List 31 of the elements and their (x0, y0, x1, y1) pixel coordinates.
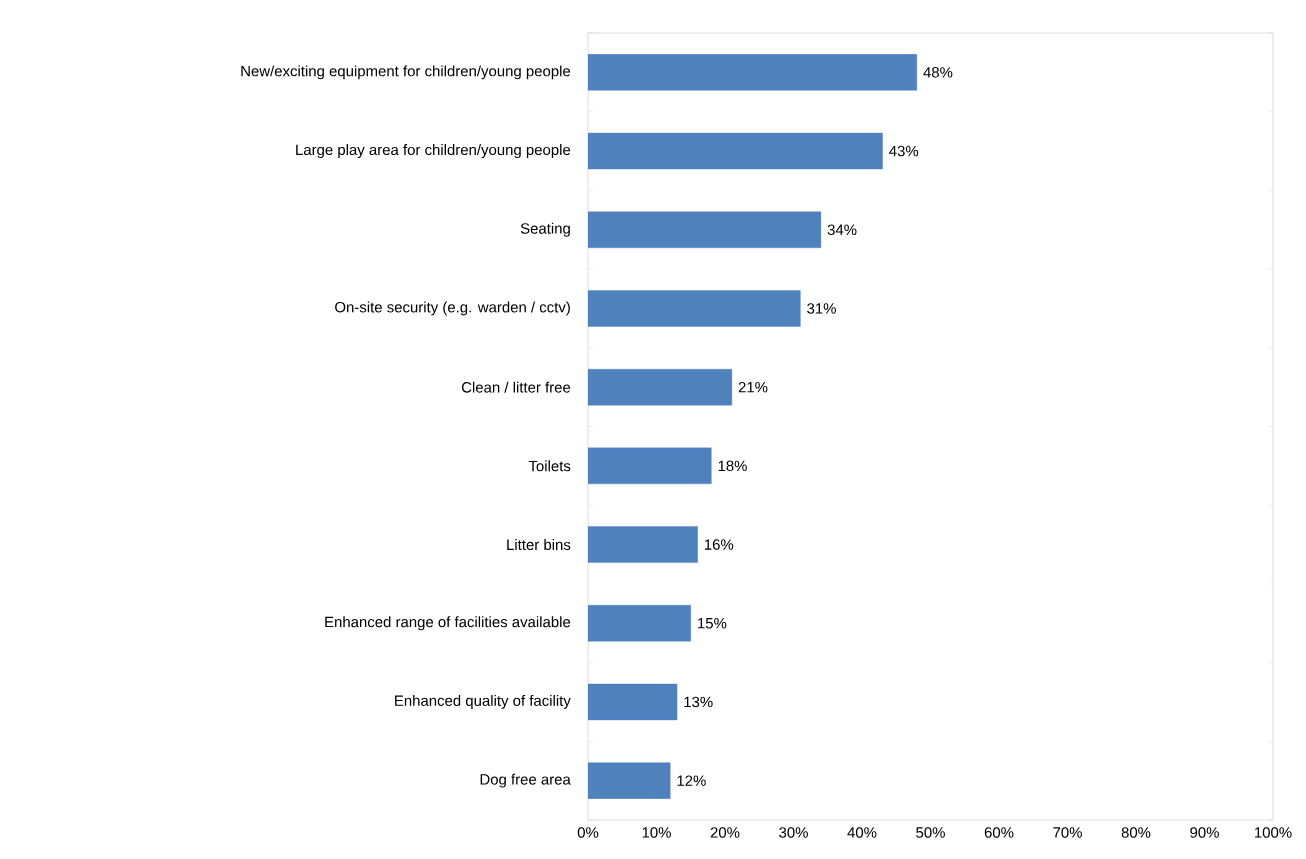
x-tick-label: 100% (1255, 827, 1292, 838)
x-tick-label: 40% (847, 827, 877, 838)
y-tick-label: Litter bins (507, 539, 571, 551)
x-tick-label: 60% (984, 827, 1014, 838)
data-label: 16% (704, 539, 734, 550)
x-tick-label: 10% (642, 827, 671, 838)
x-tick-label: 30% (779, 827, 808, 838)
y-tick-label: New/exciting equipment for children/young people (241, 65, 571, 80)
data-label: 31% (807, 303, 836, 314)
y-tick-label: Toilets (528, 460, 571, 472)
data-label: 12% (677, 775, 706, 786)
data-label: 13% (684, 696, 713, 708)
x-tick-label: 90% (1190, 827, 1219, 838)
data-label: 21% (738, 381, 768, 393)
x-tick-label: 80% (1121, 827, 1151, 838)
x-tick-label: 50% (916, 827, 945, 838)
x-tick-label: 0% (577, 827, 599, 838)
data-label: 43% (889, 145, 919, 157)
y-tick-label: Enhanced range of facilities available (325, 616, 571, 631)
y-tick-label: Seating (520, 222, 570, 237)
y-tick-label: Enhanced quality of facility (395, 694, 571, 709)
x-tick-label: 70% (1053, 827, 1082, 838)
x-tick-label: 20% (710, 827, 740, 838)
data-label: 48% (923, 67, 953, 78)
y-tick-label: Dog free area (480, 773, 571, 788)
data-label: 15% (698, 618, 727, 629)
y-tick-label: Large play area for children/young people (296, 144, 571, 159)
y-tick-label: Clean / litter free (461, 381, 571, 393)
data-label: 18% (718, 460, 747, 472)
data-label: 34% (827, 224, 857, 236)
y-tick-label: On-site security (e.g. warden / cctv) (335, 301, 570, 316)
